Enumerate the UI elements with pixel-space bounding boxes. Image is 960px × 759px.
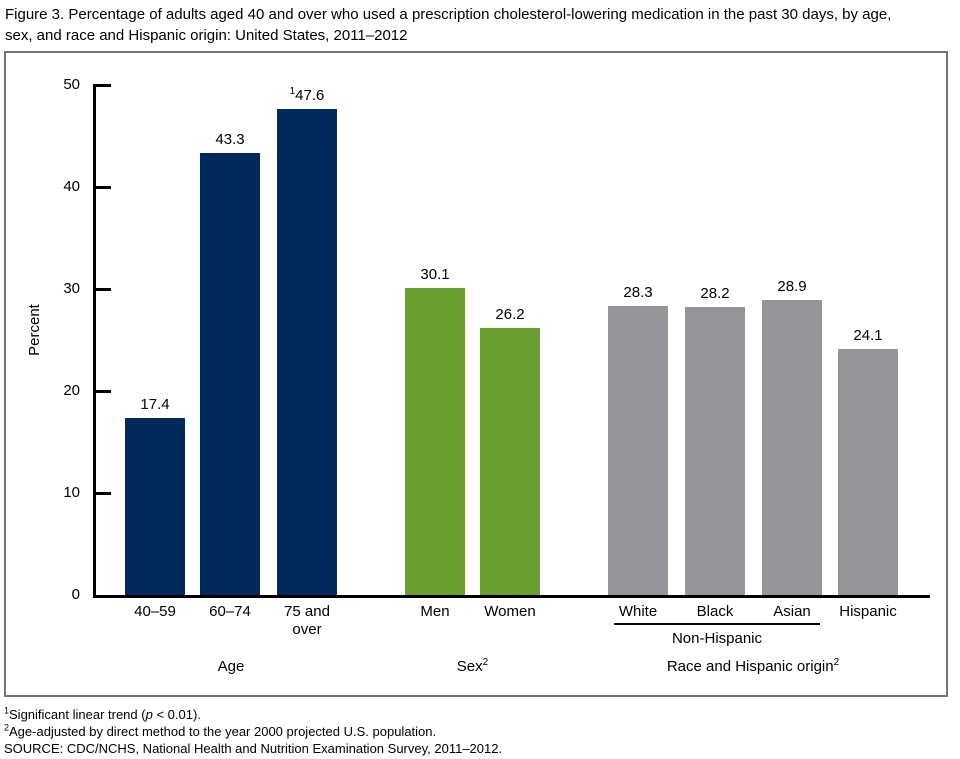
- group-footnote-marker: 2: [482, 657, 489, 668]
- y-tick-label-0: 0: [71, 586, 80, 603]
- y-tick-label-40: 40: [63, 178, 80, 195]
- y-tick-50: [93, 84, 111, 87]
- y-tick-label-20: 20: [63, 382, 80, 399]
- y-tick-30: [93, 288, 111, 291]
- figure-title: Figure 3. Percentage of adults aged 40 a…: [5, 6, 892, 44]
- bar-40-59: [125, 418, 185, 595]
- subgroup-line: [614, 623, 820, 625]
- footnote-1-marker: 1: [4, 705, 10, 716]
- bar-60-74: [200, 153, 260, 595]
- group-label-age: Age: [217, 658, 245, 675]
- y-tick-10: [93, 492, 111, 495]
- bar-value-label-75-and-over: 147.6: [289, 86, 325, 105]
- y-tick-label-10: 10: [63, 484, 80, 501]
- bar-asian: [762, 300, 822, 595]
- footnotes: 1Significant linear trend (p < 0.01). 2A…: [4, 706, 904, 757]
- footnote-source-text: SOURCE: CDC/NCHS, National Health and Nu…: [4, 741, 503, 756]
- y-axis-line: [93, 85, 96, 595]
- bar-75-and-over: [277, 109, 337, 595]
- footnote-1-text-end: < 0.01).: [152, 707, 201, 722]
- category-label-75-and-over: 75 and over: [284, 603, 330, 638]
- bar-men: [405, 288, 465, 595]
- footnote-2-text: Age-adjusted by direct method to the yea…: [9, 724, 437, 739]
- category-label-40-59: 40–59: [134, 603, 176, 620]
- chart-frame: Percent 0 10 20 30 40 50 17.4 40–59 43.3 60–74 147…: [4, 51, 948, 697]
- footnote-2-marker: 2: [4, 722, 10, 733]
- bar-value-label-hispanic: 24.1: [853, 327, 883, 344]
- y-tick-40: [93, 186, 111, 189]
- value-footnote-marker: 1: [289, 86, 296, 97]
- bar-value-label-40-59: 17.4: [140, 396, 170, 413]
- bar-value-label-black: 28.2: [700, 285, 730, 302]
- group-label-race-and-hispanic-origin: Race and Hispanic origin2: [666, 657, 840, 676]
- footnote-age-adjusted: 2Age-adjusted by direct method to the ye…: [4, 723, 904, 740]
- category-label-asian: Asian: [773, 603, 811, 620]
- category-label-women: Women: [484, 603, 536, 620]
- category-label-white: White: [618, 603, 658, 620]
- y-tick-20: [93, 390, 111, 393]
- bar-value-label-women: 26.2: [495, 306, 525, 323]
- category-label-black: Black: [696, 603, 734, 620]
- bar-hispanic: [838, 349, 898, 595]
- footnote-significance: 1Significant linear trend (p < 0.01).: [4, 706, 904, 723]
- footnote-1-text: Significant linear trend (: [9, 707, 146, 722]
- bar-value-label-60-74: 43.3: [215, 131, 245, 148]
- group-footnote-marker: 2: [833, 657, 840, 668]
- y-tick-label-30: 30: [63, 280, 80, 297]
- group-label-sex: Sex2: [456, 657, 489, 676]
- bar-value-label-men: 30.1: [420, 266, 450, 283]
- category-label-60-74: 60–74: [209, 603, 251, 620]
- category-label-men: Men: [420, 603, 450, 620]
- x-axis-line: [93, 595, 930, 598]
- bar-women: [480, 328, 540, 595]
- subgroup-label-non-hispanic: Non-Hispanic: [671, 630, 763, 647]
- bar-value-label-asian: 28.9: [777, 278, 807, 295]
- footnote-1-italic-p: p: [145, 707, 153, 722]
- plot-area: 0 10 20 30 40 50 17.4 40–59 43.3 60–74 147.6 75 and…: [6, 53, 946, 695]
- footnote-source: SOURCE: CDC/NCHS, National Health and Nu…: [4, 740, 904, 757]
- bar-white: [608, 306, 668, 595]
- y-tick-label-50: 50: [63, 76, 80, 93]
- bar-value-label-white: 28.3: [623, 284, 653, 301]
- category-label-hispanic: Hispanic: [839, 603, 897, 620]
- bar-black: [685, 307, 745, 595]
